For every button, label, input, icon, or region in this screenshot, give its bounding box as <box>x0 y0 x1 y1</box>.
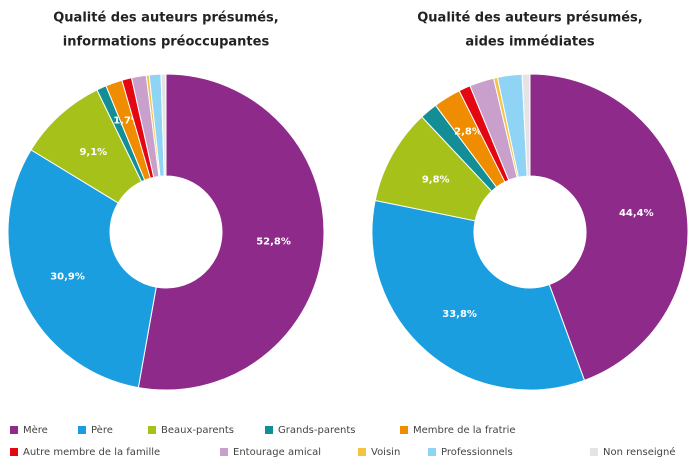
value-label: 1,7% <box>113 116 141 127</box>
legend-swatch <box>400 426 408 434</box>
chart-title: Qualité des auteurs présumés, <box>53 11 279 26</box>
legend-label: Voisin <box>371 447 400 458</box>
legend-label: Non renseigné <box>603 446 675 458</box>
value-label: 9,1% <box>79 147 107 158</box>
donut-slice <box>160 73 167 177</box>
value-label: 30,9% <box>50 271 85 282</box>
legend-swatch <box>358 448 366 456</box>
legend-label: Grands-parents <box>278 425 355 436</box>
chart-subtitle: aides immédiates <box>465 35 595 50</box>
value-label: 9,8% <box>422 174 450 185</box>
legend-label: Mère <box>23 424 48 436</box>
donut-slice <box>521 73 531 177</box>
donut-slice <box>371 199 586 391</box>
legend-swatch <box>148 426 156 434</box>
value-label: 33,8% <box>442 309 477 320</box>
legend-swatch <box>10 426 18 434</box>
legend-swatch <box>10 448 18 456</box>
value-label: 52,8% <box>256 236 291 247</box>
legend-label: Père <box>91 424 113 436</box>
chart-title: Qualité des auteurs présumés, <box>417 11 643 26</box>
legend-swatch <box>78 426 86 434</box>
chart-subtitle: informations préoccupantes <box>63 35 270 50</box>
legend-swatch <box>220 448 228 456</box>
donut-slice <box>529 73 689 381</box>
legend-label: Professionnels <box>441 447 513 458</box>
legend-label: Membre de la fratrie <box>413 425 516 436</box>
legend-label: Autre membre de la famille <box>23 447 160 458</box>
legend-swatch <box>428 448 436 456</box>
donut-slice <box>7 149 157 389</box>
value-label: 44,4% <box>619 208 654 219</box>
donut-slice <box>137 73 325 391</box>
value-label: 2,8% <box>454 127 482 138</box>
legend-swatch <box>590 448 598 456</box>
legend-label: Entourage amical <box>233 447 321 458</box>
legend-swatch <box>265 426 273 434</box>
legend-label: Beaux-parents <box>161 425 234 436</box>
